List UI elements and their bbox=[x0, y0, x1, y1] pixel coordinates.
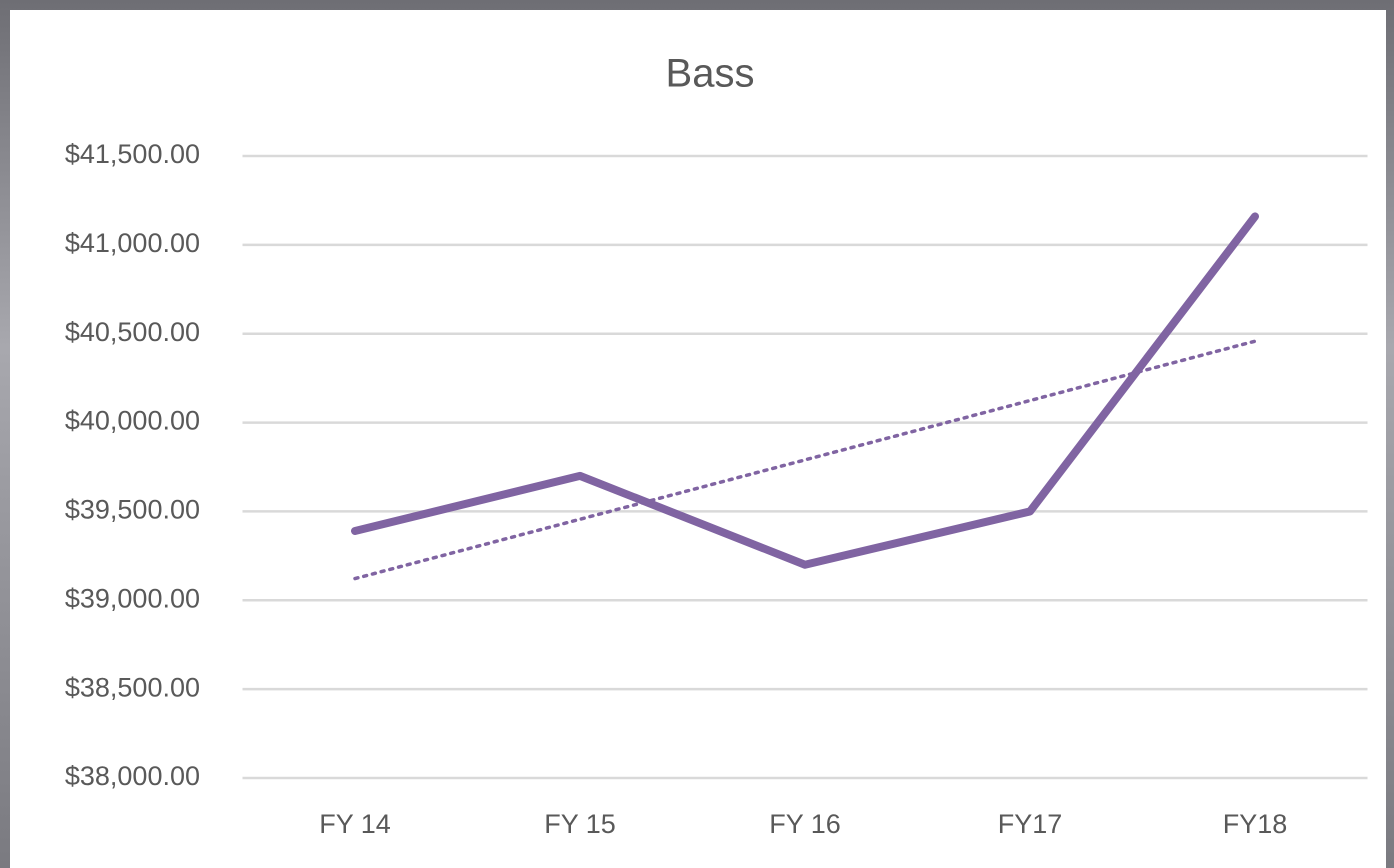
data-line bbox=[351, 212, 1259, 569]
chart-title: Bass bbox=[666, 52, 755, 96]
x-tick-label: FY 15 bbox=[544, 809, 616, 839]
x-tick-label: FY 14 bbox=[319, 809, 391, 839]
trendline bbox=[353, 339, 1257, 581]
x-tick-label: FY18 bbox=[1223, 809, 1288, 839]
x-tick-label: FY 16 bbox=[769, 809, 841, 839]
x-tick-label: FY17 bbox=[998, 809, 1063, 839]
y-tick-label: $40,000.00 bbox=[65, 406, 200, 436]
y-tick-label: $41,000.00 bbox=[65, 228, 200, 258]
chart-area bbox=[10, 10, 1386, 868]
y-tick-label: $38,000.00 bbox=[65, 761, 200, 791]
y-tick-label: $40,500.00 bbox=[65, 317, 200, 347]
y-tick-label: $38,500.00 bbox=[65, 672, 200, 702]
y-tick-label: $41,500.00 bbox=[65, 139, 200, 169]
y-tick-label: $39,500.00 bbox=[65, 495, 200, 525]
y-tick-label: $39,000.00 bbox=[65, 583, 200, 613]
